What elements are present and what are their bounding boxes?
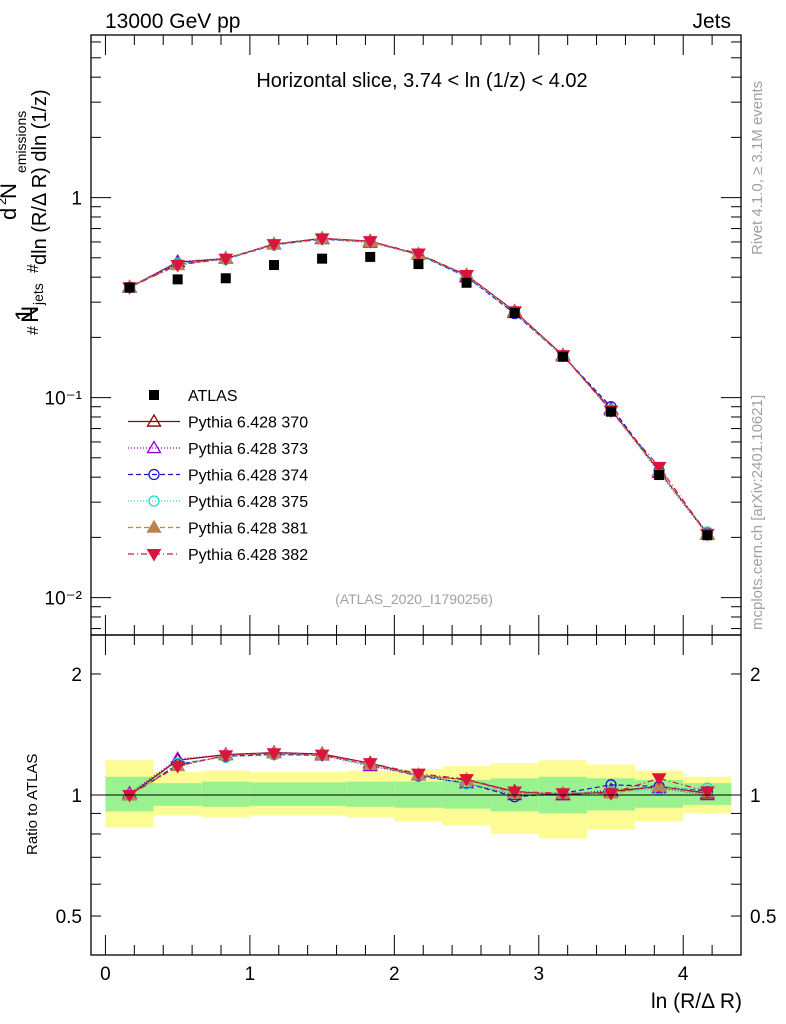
- legend-marker: [146, 413, 162, 427]
- legend: ATLAS Pythia 6.428 370 Pythia 6.428 373 Pyt…: [128, 388, 308, 564]
- series-point: [362, 236, 378, 249]
- ylabel-hash1: #: [25, 326, 42, 335]
- band-inner: [346, 781, 395, 807]
- ratio-point: [699, 786, 715, 800]
- ylabel-one: 1: [11, 308, 38, 321]
- ratio-y-tick-label-right: 2: [750, 665, 761, 686]
- ratio-y-tick-label-right: 1: [750, 786, 761, 807]
- data-point: [606, 406, 616, 417]
- ratio-point: [122, 789, 137, 803]
- legend-marker: [146, 548, 162, 562]
- legend-marker: [148, 495, 160, 507]
- ylabel-Nem: N: [0, 183, 21, 199]
- ratio-point: [459, 774, 474, 787]
- legend-marker: [146, 440, 162, 454]
- beam-label: 13000 GeV pp: [105, 10, 240, 33]
- series-line: [129, 238, 708, 534]
- series-point: [651, 461, 667, 475]
- band-inner: [153, 783, 202, 806]
- data-point: [220, 273, 231, 284]
- ylabel-d: d: [0, 208, 21, 220]
- series-line: [129, 237, 708, 535]
- series-line: [129, 237, 708, 535]
- process-label: Jets: [692, 10, 731, 33]
- ratio-point: [218, 750, 234, 763]
- series-line: [129, 238, 708, 533]
- y-tick-label: 10⁻¹: [45, 389, 83, 410]
- data-point: [124, 282, 135, 293]
- ylabel-denominator: dln (R/Δ R) dln (1/z): [29, 89, 51, 265]
- ratio-point: [651, 773, 667, 786]
- legend-label: ATLAS: [188, 388, 238, 405]
- ratio-point: [266, 748, 282, 761]
- x-tick-label: 1: [245, 964, 256, 985]
- ratio-point: [555, 788, 571, 801]
- ylabel-emissions: emissions: [13, 111, 29, 173]
- ratio-point: [507, 786, 523, 800]
- legend-label: Pythia 6.428 381: [188, 521, 308, 538]
- y-tick-label: 1: [71, 189, 82, 210]
- ratio-point: [314, 749, 330, 763]
- data-point: [317, 253, 328, 264]
- ylabel-hash2: #: [25, 264, 42, 273]
- band-inner: [249, 782, 298, 806]
- ratio-series: [121, 744, 715, 803]
- data-point: [269, 260, 280, 271]
- series-line: [129, 238, 708, 535]
- main-frame: [90, 34, 742, 636]
- series-point: [459, 269, 474, 283]
- legend-label: Pythia 6.428 375: [188, 494, 308, 511]
- main-series: [121, 230, 715, 542]
- ylabel-two: 2: [0, 198, 9, 205]
- data-point: [702, 530, 713, 541]
- ratio-y-tick-label-right: 0.5: [750, 907, 776, 928]
- data-point: [365, 251, 376, 262]
- legend-marker: [146, 519, 162, 533]
- x-tick-label: 3: [533, 964, 544, 985]
- ratio-y-tick-label: 2: [71, 665, 82, 686]
- data-point: [413, 259, 424, 270]
- ratio-ylabel: Ratio to ATLAS: [24, 754, 41, 855]
- x-tick-label: 4: [678, 964, 689, 985]
- series-point: [266, 239, 282, 252]
- mcplots-label: mcplots.cern.ch [arXiv:2401.10621]: [749, 395, 766, 630]
- x-tick-label: 0: [100, 964, 111, 985]
- legend-label: Pythia 6.428 382: [188, 547, 308, 564]
- ratio-point: [411, 768, 426, 782]
- series-point: [411, 248, 426, 262]
- analysis-id: (ATLAS_2020_I1790256): [335, 591, 493, 607]
- main-ylabel: # 1 N jets # d 2 N emissions dln (R/Δ R)…: [0, 89, 51, 335]
- ratio-point: [362, 758, 378, 771]
- series-point: [170, 259, 186, 273]
- ylabel-jets: jets: [30, 283, 46, 306]
- main-axis-ticks: 10⁻² 10⁻¹ 1: [45, 35, 741, 635]
- series-line: [129, 237, 708, 535]
- xlabel: ln (R/Δ R): [651, 990, 742, 1013]
- ratio-point: [603, 788, 619, 801]
- data-point: [172, 274, 183, 285]
- series-point: [314, 233, 330, 246]
- ratio-y-tick-label: 1: [71, 786, 82, 807]
- data-point: [509, 307, 520, 318]
- band-inner: [297, 782, 347, 806]
- legend-label: Pythia 6.428 370: [188, 415, 308, 432]
- ylabel-N: N: [17, 306, 44, 323]
- band-inner: [201, 781, 250, 807]
- ratio-y-tick-label: 0.5: [56, 907, 82, 928]
- y-tick-label: 10⁻²: [45, 589, 83, 610]
- legend-label: Pythia 6.428 374: [188, 468, 308, 485]
- series-point: [218, 253, 234, 267]
- legend-marker: [148, 468, 160, 481]
- ratio-point: [170, 761, 186, 774]
- legend-marker: [149, 390, 159, 400]
- data-point: [654, 470, 665, 481]
- legend-label: Pythia 6.428 373: [188, 441, 308, 458]
- data-point: [461, 277, 472, 288]
- x-tick-label: 2: [389, 964, 400, 985]
- rivet-label: Rivet 4.1.0, ≥ 3.1M events: [749, 81, 766, 255]
- plot-title: Horizontal slice, 3.74 < ln (1/z) < 4.02: [256, 70, 587, 92]
- data-point: [557, 351, 568, 362]
